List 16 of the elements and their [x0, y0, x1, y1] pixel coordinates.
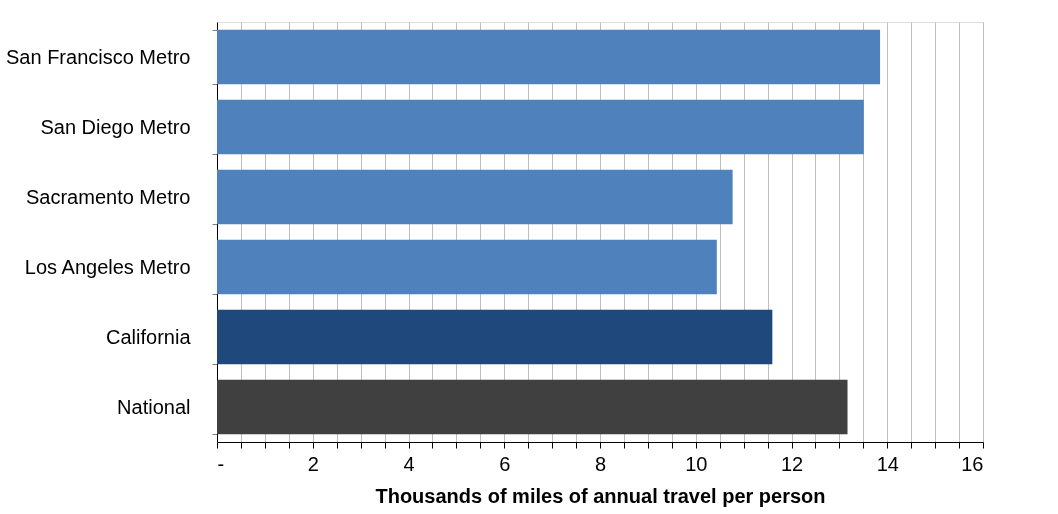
- x-tick-label: 16: [961, 452, 984, 475]
- y-tick-label: National: [117, 395, 191, 418]
- x-tick-label: 8: [594, 452, 607, 475]
- y-tick-label: Los Angeles Metro: [24, 255, 191, 278]
- x-tick-label: 2: [307, 452, 319, 475]
- x-tick-label: 4: [403, 452, 415, 475]
- y-tick-label: Sacramento Metro: [25, 185, 191, 208]
- x-tick-label: 10: [685, 452, 708, 475]
- x-tick-label: 6: [499, 452, 511, 475]
- x-tick-label: 12: [780, 452, 804, 475]
- x-tick-label: -: [217, 452, 225, 475]
- y-tick-label: San Francisco Metro: [5, 45, 191, 68]
- y-tick-label: California: [106, 325, 192, 348]
- x-tick-label: 14: [876, 452, 899, 475]
- x-axis-title: Thousands of miles of annual travel per person: [375, 484, 826, 507]
- y-tick-label: San Diego Metro: [40, 115, 191, 138]
